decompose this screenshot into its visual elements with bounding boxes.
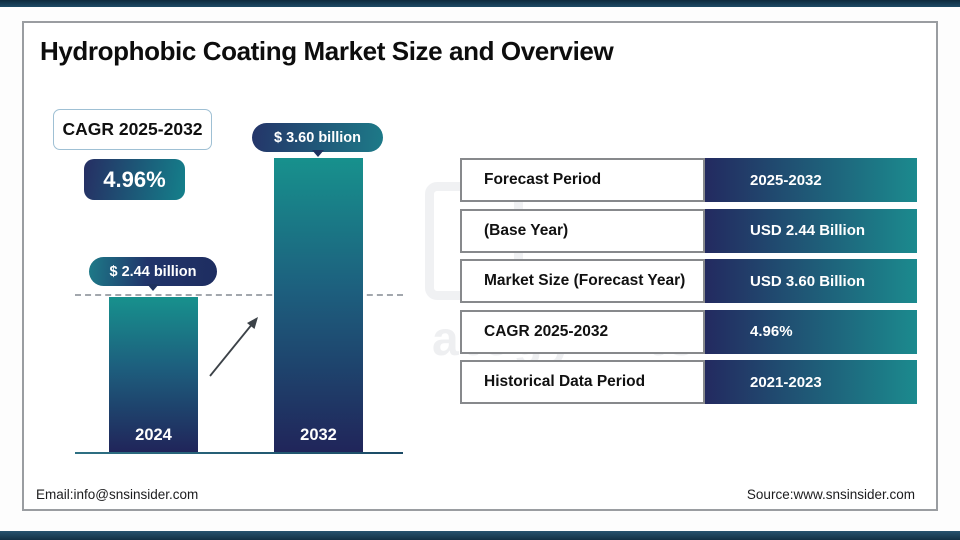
bar-value-label: $ 2.44 billion (109, 263, 197, 280)
chart-dashed-guideline (75, 294, 403, 296)
bar-2024: 2024 (109, 297, 198, 452)
cagr-period-box: CAGR 2025-2032 (53, 109, 212, 150)
growth-arrow-icon (209, 317, 258, 377)
table-row: Market Size (Forecast Year) USD 3.60 Bil… (460, 259, 917, 303)
table-row-label: CAGR 2025-2032 (460, 309, 705, 354)
table-row-label: (Base Year) (460, 208, 705, 253)
bar-year-label: 2032 (300, 426, 337, 444)
footer-email: Email:info@snsinsider.com (36, 487, 199, 502)
bar-value-callout-2032: $ 3.60 billion (252, 123, 383, 157)
bottom-band (0, 531, 960, 540)
cagr-value-badge: 4.96% (84, 159, 185, 200)
table-row-label: Forecast Period (460, 158, 705, 202)
table-row: CAGR 2025-2032 4.96% (460, 309, 917, 354)
table-row: Historical Data Period 2021-2023 (460, 360, 917, 404)
page-title: Hydrophobic Coating Market Size and Over… (40, 36, 614, 66)
top-band (0, 0, 960, 7)
table-row-value: USD 3.60 Billion (705, 259, 917, 303)
callout-tail (147, 284, 159, 291)
callout-tail (311, 150, 324, 157)
spec-table: Forecast Period 2025-2032 (Base Year) US… (460, 158, 917, 404)
chart-baseline (75, 452, 403, 454)
table-row-value: 2021-2023 (705, 360, 917, 404)
bar-value-callout-2024: $ 2.44 billion (89, 257, 217, 291)
bar-year-label: 2024 (135, 426, 172, 444)
table-row: Forecast Period 2025-2032 (460, 158, 917, 202)
bar-value-label: $ 3.60 billion (273, 129, 362, 146)
table-row-label: Market Size (Forecast Year) (460, 259, 705, 303)
table-row-value: 2025-2032 (705, 158, 917, 202)
table-row-label: Historical Data Period (460, 360, 705, 404)
bar-2032: 2032 (274, 158, 363, 452)
table-row-value: 4.96% (705, 309, 917, 354)
table-row: (Base Year) USD 2.44 Billion (460, 208, 917, 253)
footer-source: Source:www.snsinsider.com (746, 487, 915, 502)
table-row-value: USD 2.44 Billion (705, 208, 917, 253)
